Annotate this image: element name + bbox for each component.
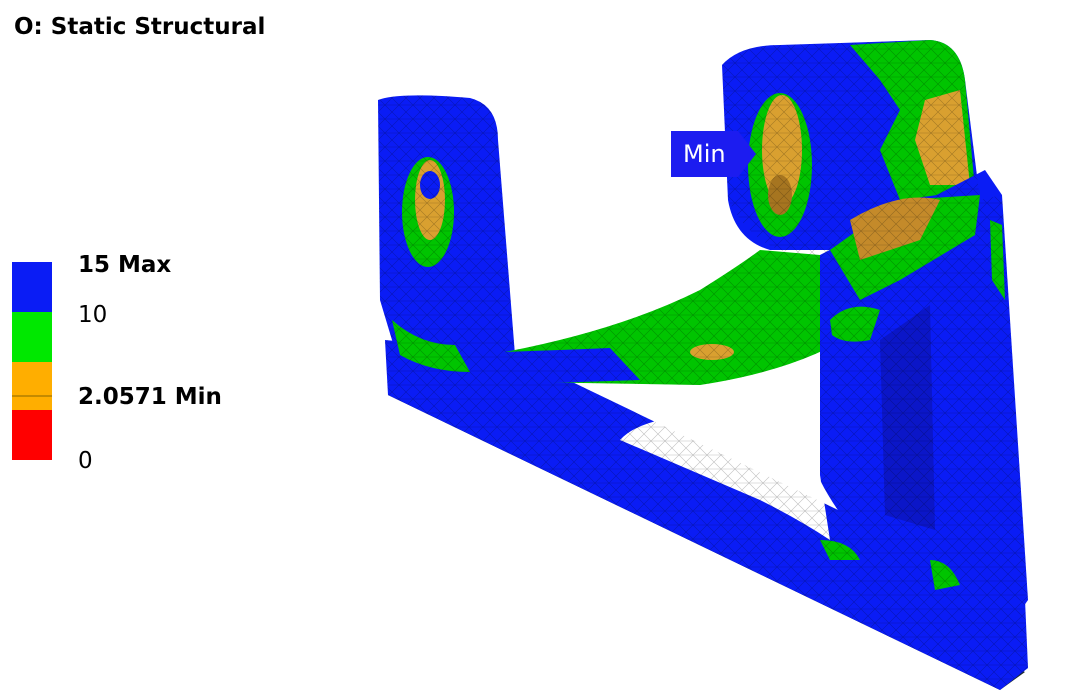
- result-title: O: Static Structural: [14, 14, 266, 40]
- min-probe-label[interactable]: Min: [671, 131, 756, 177]
- legend-label-max: 15 Max: [78, 252, 172, 278]
- legend-label-zero: 0: [78, 448, 93, 474]
- legend-band-zero: [12, 410, 52, 460]
- contour-legend: 15 Max 10 2.0571 Min 0: [12, 254, 272, 474]
- min-probe-arrow-icon: [737, 131, 756, 177]
- legend-band-max: [12, 262, 52, 312]
- min-probe-box: Min: [671, 131, 738, 177]
- legend-label-10: 10: [78, 302, 108, 328]
- legend-label-min: 2.0571 Min: [78, 384, 222, 410]
- legend-band-min-line: [12, 395, 52, 397]
- mesh-overlay: [378, 40, 1028, 690]
- legend-band-min: [12, 362, 52, 410]
- legend-band-10: [12, 312, 52, 362]
